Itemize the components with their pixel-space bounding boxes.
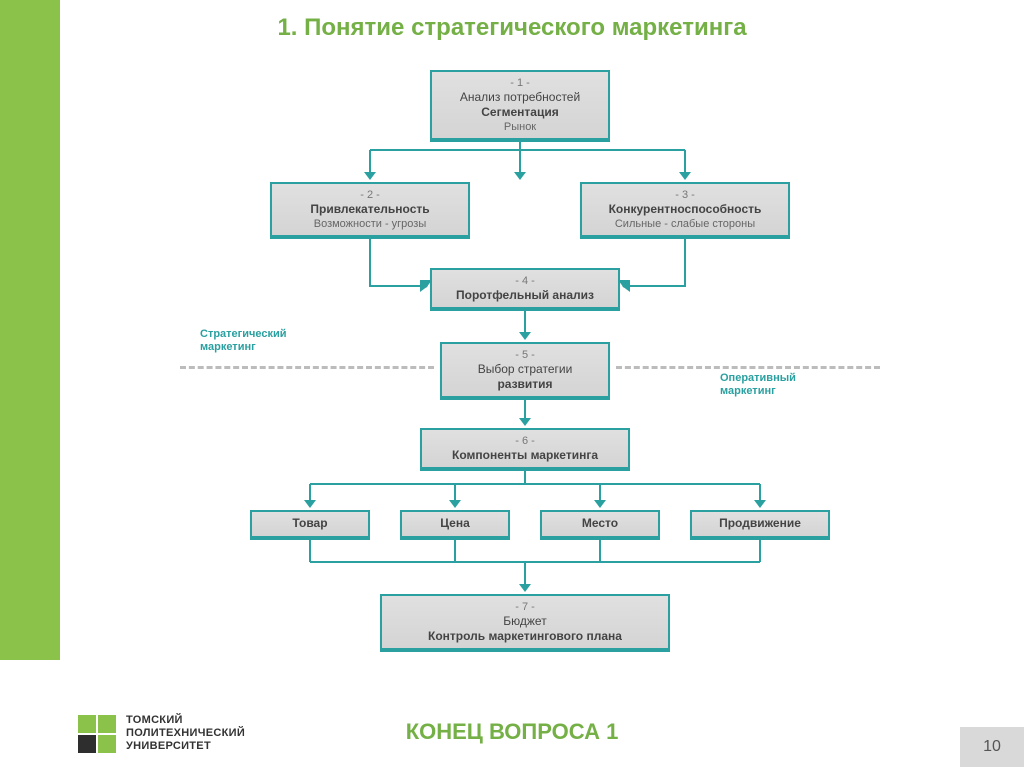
university-logo: ТОМСКИЙПОЛИТЕХНИЧЕСКИЙУНИВЕРСИТЕТ — [78, 714, 245, 753]
flowchart-node: - 2 -ПривлекательностьВозможности - угро… — [270, 182, 470, 239]
flowchart-node: - 3 -КонкурентноспособностьСильные - сла… — [580, 182, 790, 239]
side-accent-bar — [0, 0, 60, 660]
flowchart-node: - 4 -Поротфельный анализ — [430, 268, 620, 311]
flowchart-node: Товар — [250, 510, 370, 540]
flowchart-node: Продвижение — [690, 510, 830, 540]
divider-line — [616, 366, 880, 369]
flowchart-node: Место — [540, 510, 660, 540]
page-number: 10 — [960, 727, 1024, 767]
logo-icon — [78, 715, 116, 753]
page-title: 1. Понятие стратегического маркетинга — [0, 14, 1024, 42]
section-label: Стратегический маркетинг — [200, 328, 320, 354]
flowchart-node: Цена — [400, 510, 510, 540]
logo-text: ТОМСКИЙПОЛИТЕХНИЧЕСКИЙУНИВЕРСИТЕТ — [126, 714, 245, 753]
flowchart-node: - 5 -Выбор стратегииразвития — [440, 342, 610, 400]
flowchart-node: - 6 -Компоненты маркетинга — [420, 428, 630, 471]
flowchart-diagram: - 1 -Анализ потребностейСегментацияРынок… — [180, 60, 880, 680]
divider-line — [180, 366, 434, 369]
flowchart-node: - 7 -БюджетКонтроль маркетингового плана — [380, 594, 670, 652]
section-label: Оперативный маркетинг — [720, 372, 840, 398]
flowchart-node: - 1 -Анализ потребностейСегментацияРынок — [430, 70, 610, 142]
